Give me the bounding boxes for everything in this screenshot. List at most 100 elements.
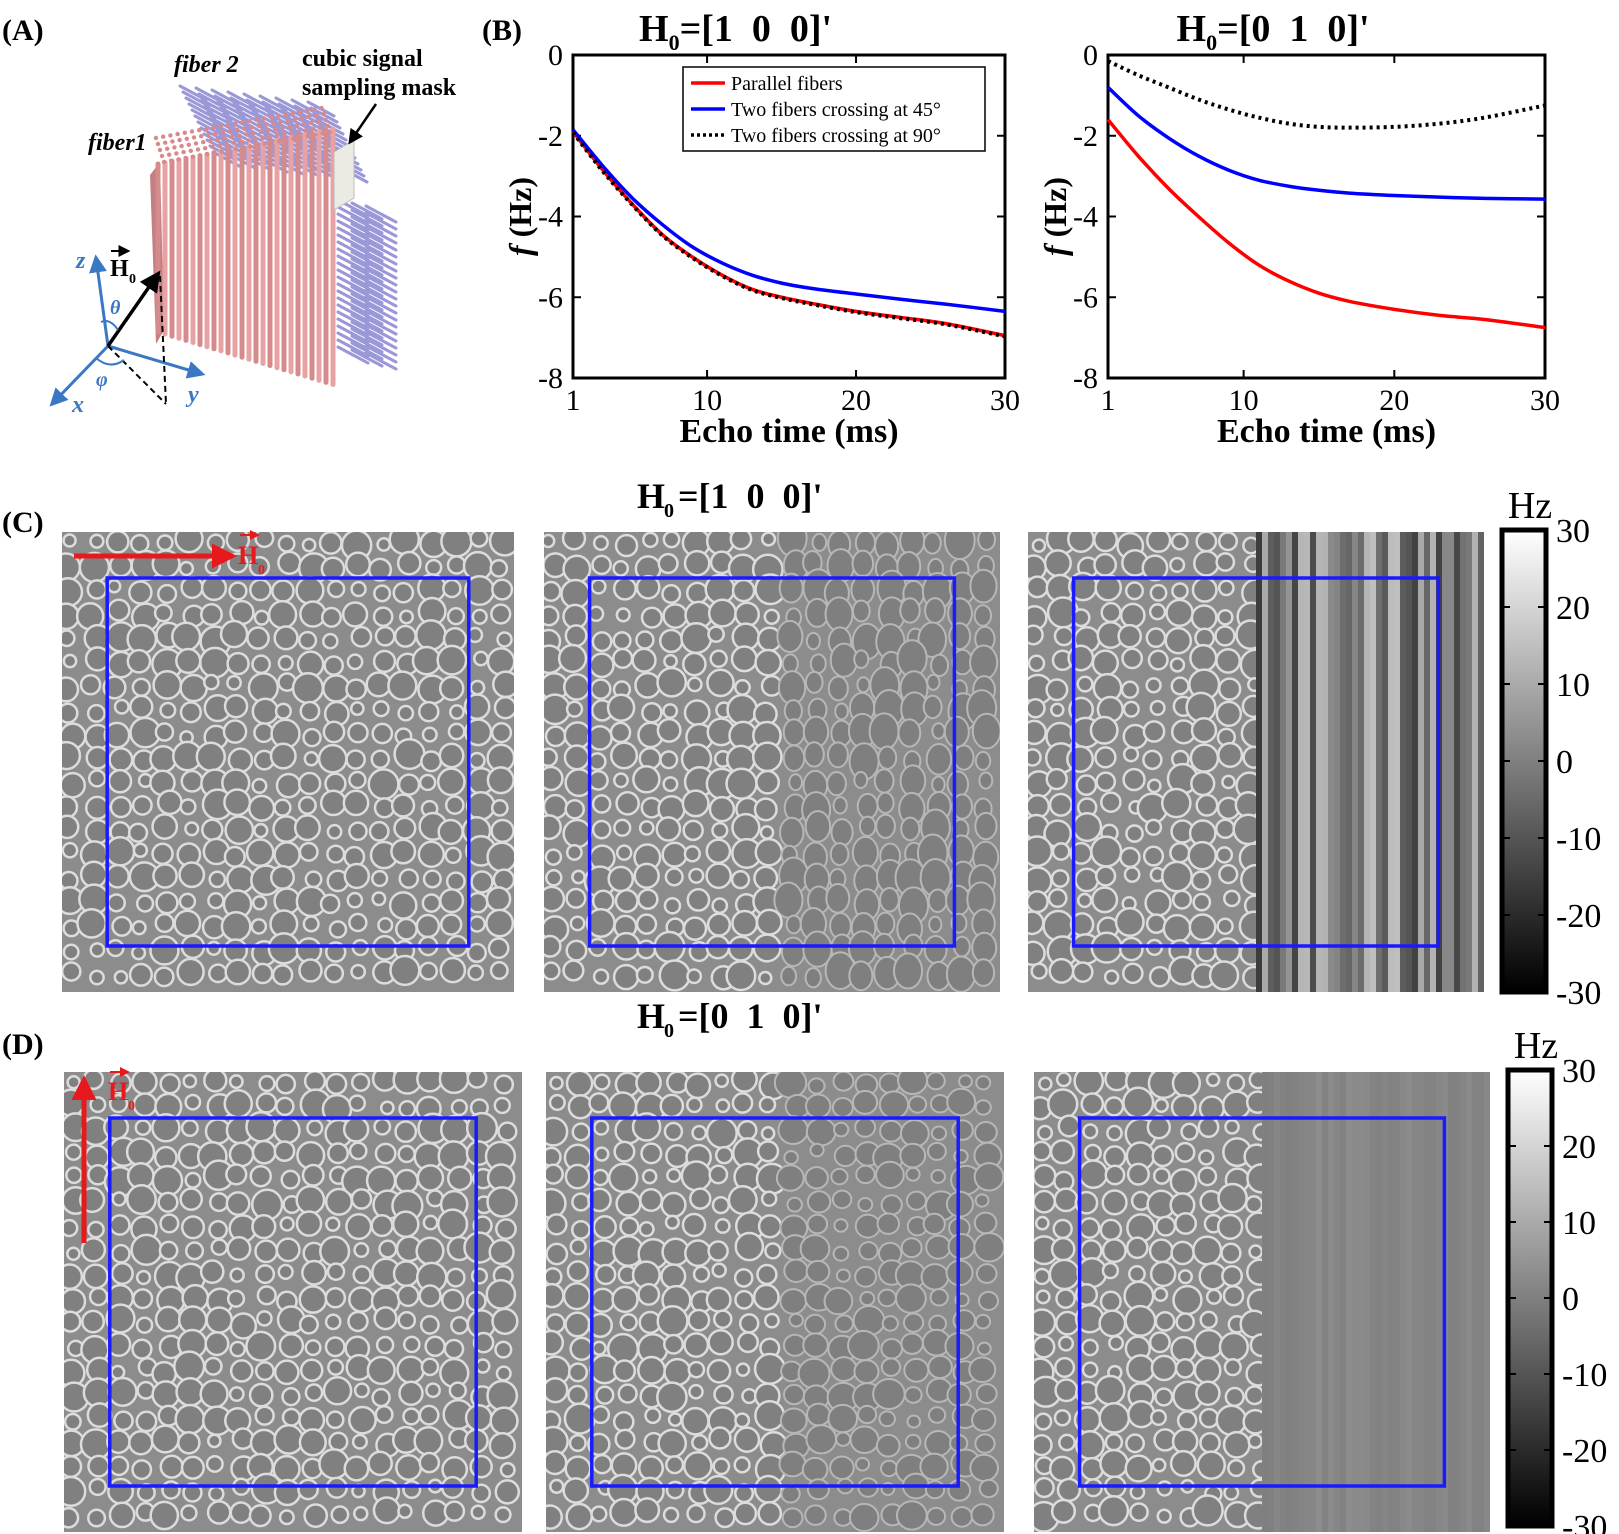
fiber-1-rod-end [163, 140, 168, 145]
fiber-cross-section [1149, 699, 1166, 716]
fiber-cross-section [322, 720, 346, 744]
fiber-cross-section [707, 1328, 734, 1356]
fiber-cross-section [470, 1504, 486, 1520]
fiber-cross-section [1199, 1432, 1221, 1454]
fiber-cross-section [879, 1459, 899, 1478]
fiber-cross-section [418, 1451, 441, 1474]
fiber-cross-section [317, 743, 348, 774]
fiber-stripe [1286, 1072, 1292, 1532]
fiber-1-rod-end [325, 123, 330, 129]
fiber-stripe [1436, 1072, 1442, 1532]
fiber-cross-section [348, 1094, 367, 1113]
fiber-cross-section [228, 1074, 244, 1090]
fiber-cross-section [132, 842, 149, 858]
fiber-cross-section [1192, 892, 1212, 912]
colorbar-tick-label: 20 [1556, 590, 1590, 627]
fiber-cross-section [659, 750, 679, 770]
fiber-1-rod-end [321, 111, 326, 117]
fiber-cross-section [254, 1239, 279, 1264]
fiber-cross-section [1156, 1480, 1173, 1497]
fiber-cross-section [1095, 771, 1117, 793]
fiber-cross-section [418, 700, 440, 723]
fiber-cross-section [759, 825, 775, 840]
fiber-cross-section [154, 722, 175, 742]
fiber-stripe [1322, 532, 1328, 992]
fiber-cross-section [680, 1160, 713, 1192]
fiber-cross-section [859, 1290, 876, 1307]
fiber-cross-section [608, 1162, 639, 1194]
fiber-2-rod [232, 102, 262, 120]
fiber-cross-section [1076, 675, 1094, 693]
fiber-cross-section [804, 670, 824, 694]
fiber-cross-section [328, 920, 348, 939]
fiber-cross-section [1153, 1286, 1169, 1302]
fiber-cross-section [858, 1241, 879, 1261]
fiber-1-rod-end [153, 135, 159, 141]
fiber-stripe [1292, 532, 1298, 992]
fiber-cross-section [251, 962, 274, 985]
fiber-cross-section [1124, 581, 1145, 601]
fiber-cross-section [62, 814, 80, 840]
fiber-cross-section [1169, 556, 1186, 573]
fiber-1-rod-end [275, 133, 280, 138]
fiber-cross-section [975, 1383, 998, 1404]
fiber-cross-section [594, 1263, 617, 1286]
fiber-cross-section [657, 1428, 688, 1459]
fiber-cross-section [612, 576, 637, 601]
fiber-cross-section [780, 936, 806, 967]
fiber-cross-section [353, 1505, 369, 1522]
fiber-2-rod [364, 260, 398, 280]
fiber-cross-section [229, 1501, 253, 1524]
fiber-cross-section [607, 865, 635, 893]
fiber-cross-section [733, 1501, 758, 1526]
fiber-2-rod [219, 106, 249, 124]
fiber-cross-section [156, 789, 183, 816]
fiber-cross-section [396, 1355, 425, 1385]
fiber-2-rod [350, 257, 384, 277]
fiber-cross-section [899, 764, 927, 798]
fiber-2-rod [244, 126, 274, 144]
fiber-cross-section [327, 1142, 350, 1165]
fiber-stripe [1394, 532, 1400, 992]
fiber-cross-section [595, 1385, 615, 1405]
fiber-cross-section [206, 940, 222, 956]
panel-d-title-rest: =[0 1 0]' [678, 996, 823, 1036]
fiber-2-rod [274, 96, 304, 114]
y-tick-label: -6 [538, 281, 563, 314]
fiber-1-rod-end [258, 129, 263, 134]
fiber-cross-section [131, 945, 147, 961]
fiber-cross-section [420, 1357, 440, 1377]
fiber-cross-section [682, 916, 708, 941]
fiber-cross-section [663, 1357, 692, 1387]
fiber-cross-section [207, 891, 225, 910]
fiber-cross-section [108, 1455, 130, 1477]
fiber-cross-section [422, 1214, 439, 1231]
fiber-cross-section [251, 777, 268, 794]
fiber-cross-section [327, 1358, 345, 1376]
fiber-cross-section [848, 960, 874, 992]
sampling-mask-box [1071, 576, 1441, 948]
fiber-1-rod-end [219, 149, 224, 154]
fiber-cross-section [833, 1218, 849, 1233]
fiber-cross-section [1093, 552, 1118, 577]
fiber-cross-section [223, 845, 246, 868]
fiber-2-rod [184, 96, 214, 114]
fiber-cross-section [295, 1185, 326, 1215]
fiber-cross-section [829, 842, 850, 867]
fiber-cross-section [692, 1265, 711, 1283]
fiber-stripe [1418, 1072, 1424, 1532]
fiber-cross-section [348, 1141, 368, 1161]
fiber-stripe [1388, 1072, 1394, 1532]
fiber-cross-section [1222, 1430, 1251, 1459]
fiber-cross-section [803, 741, 825, 768]
fiber-1-rod-end [296, 129, 301, 134]
fiber-cross-section [711, 897, 729, 915]
fiber-cross-section [267, 599, 298, 630]
fiber-cross-section [905, 1166, 921, 1182]
fiber-cross-section [180, 575, 204, 600]
fiber-cross-section [1099, 1290, 1122, 1313]
fiber-cross-section [62, 961, 82, 982]
fiber-cross-section [102, 675, 127, 700]
fiber-cross-section [1198, 1407, 1220, 1429]
fiber-cross-section [635, 630, 655, 650]
